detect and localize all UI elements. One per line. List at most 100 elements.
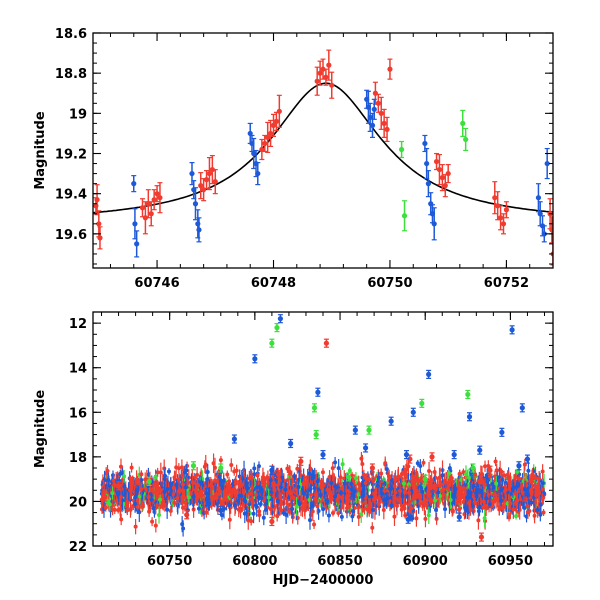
band-point: [165, 486, 170, 491]
data-point: [270, 122, 277, 128]
dense-data-band: [99, 451, 547, 537]
band-point: [333, 460, 338, 465]
band-point: [375, 483, 380, 488]
band-point: [446, 471, 451, 476]
band-point: [195, 472, 200, 477]
band-point: [221, 479, 226, 484]
data-point: [198, 183, 204, 189]
band-point: [379, 471, 384, 476]
band-point: [522, 505, 527, 510]
band-point: [535, 507, 540, 512]
band-point: [227, 479, 232, 484]
data-point: [255, 170, 261, 177]
band-point: [446, 483, 451, 488]
band-point: [139, 472, 144, 477]
y-tick-label: 18.6: [55, 27, 87, 42]
band-point: [360, 493, 365, 498]
band-point: [107, 502, 112, 507]
band-point: [250, 485, 255, 490]
y-tick-label: 14: [69, 362, 87, 377]
band-point: [393, 478, 398, 483]
band-point: [525, 492, 530, 497]
band-point: [356, 482, 361, 487]
band-point: [373, 493, 378, 498]
band-point: [279, 485, 284, 490]
plot-frame: [92, 32, 554, 269]
band-point: [129, 465, 134, 470]
plot-area: [93, 49, 553, 266]
band-point: [177, 477, 182, 482]
band-point: [541, 510, 546, 515]
band-point: [222, 493, 227, 498]
band-point: [340, 486, 345, 491]
data-point: [433, 158, 440, 165]
x-tick-label: 60750: [147, 554, 192, 569]
band-point: [466, 475, 471, 480]
band-point: [155, 470, 160, 475]
band-point: [451, 493, 456, 498]
data-point: [201, 187, 207, 193]
band-point: [244, 481, 249, 486]
band-point: [361, 472, 366, 477]
band-point: [382, 482, 387, 487]
band-point: [471, 483, 476, 488]
band-point: [153, 474, 158, 479]
band-point: [473, 472, 478, 477]
y-tick-label: 19: [69, 107, 87, 122]
band-point: [467, 501, 472, 506]
band-point: [155, 490, 160, 495]
band-point: [262, 483, 267, 488]
data-point: [326, 62, 332, 68]
band-point: [286, 495, 291, 500]
band-point: [488, 474, 493, 479]
band-point: [484, 496, 489, 501]
y-tick-label: 22: [69, 540, 87, 555]
band-point: [363, 480, 368, 485]
band-point: [448, 497, 453, 502]
band-point: [133, 495, 138, 500]
band-point: [331, 510, 336, 515]
band-point: [526, 468, 531, 473]
band-point: [171, 492, 176, 497]
band-point: [540, 481, 545, 486]
band-point: [247, 502, 252, 507]
band-point: [308, 492, 313, 497]
band-point: [440, 473, 445, 478]
data-point: [115, 483, 122, 489]
data-point: [367, 114, 373, 120]
band-point: [284, 512, 289, 517]
data-point: [509, 327, 515, 333]
data-point: [267, 130, 274, 137]
data-point: [477, 447, 483, 453]
band-point: [275, 498, 280, 503]
data-point: [274, 325, 280, 331]
band-point: [149, 497, 154, 502]
band-point: [399, 503, 404, 508]
band-point: [501, 504, 506, 509]
band-point: [457, 499, 462, 504]
band-point: [292, 474, 297, 479]
band-point: [180, 473, 185, 478]
band-point: [178, 488, 183, 493]
band-point: [195, 482, 200, 487]
band-point: [389, 503, 394, 508]
band-point: [406, 464, 411, 469]
x-tick-label: 60748: [251, 276, 296, 291]
band-point: [513, 475, 518, 480]
band-point: [302, 505, 307, 510]
data-point: [541, 231, 547, 237]
band-point: [196, 506, 201, 511]
band-point: [491, 499, 496, 504]
band-point: [135, 488, 140, 493]
data-point: [445, 170, 451, 177]
x-tick-label: 60746: [134, 276, 179, 291]
band-point: [401, 481, 406, 486]
band-point: [494, 481, 499, 486]
data-point: [148, 211, 154, 217]
band-point: [105, 499, 110, 504]
data-point: [519, 405, 525, 411]
band-point: [325, 499, 330, 504]
data-point: [439, 175, 445, 181]
data-point: [516, 463, 522, 469]
x-axis: 60746 60748 60750 60752: [109, 33, 531, 291]
